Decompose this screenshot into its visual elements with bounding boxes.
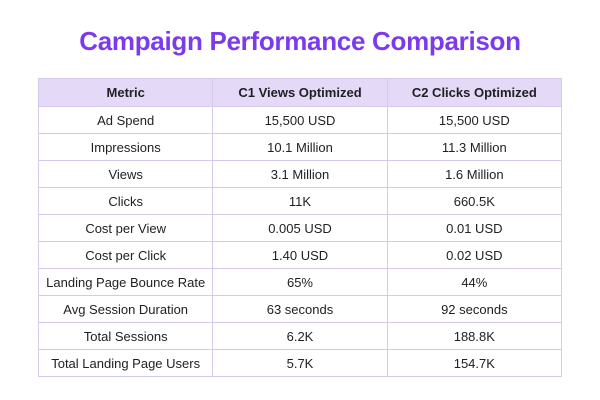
value-cell: 11K xyxy=(212,187,388,215)
value-cell: 5.7K xyxy=(212,349,388,377)
table-row: Cost per View 0.005 USD 0.01 USD xyxy=(37,214,563,242)
value-cell: 3.1 Million xyxy=(212,160,388,188)
table-row: Clicks 11K 660.5K xyxy=(37,187,563,215)
table-row: Cost per Click 1.40 USD 0.02 USD xyxy=(37,241,563,269)
value-cell: 15,500 USD xyxy=(386,106,563,134)
metric-cell: Clicks xyxy=(37,187,214,215)
value-cell: 92 seconds xyxy=(386,295,563,323)
value-cell: 660.5K xyxy=(386,187,563,215)
table-header: Metric C1 Views Optimized C2 Clicks Opti… xyxy=(37,78,563,107)
value-cell: 0.02 USD xyxy=(386,241,563,269)
value-cell: 6.2K xyxy=(212,322,388,350)
value-cell: 0.005 USD xyxy=(212,214,388,242)
metric-cell: Views xyxy=(37,160,214,188)
table-row: Total Sessions 6.2K 188.8K xyxy=(37,322,563,350)
metric-cell: Total Landing Page Users xyxy=(37,349,214,377)
value-cell: 11.3 Million xyxy=(386,133,563,161)
column-header-c1-views-optimized: C1 Views Optimized xyxy=(212,78,388,107)
value-cell: 63 seconds xyxy=(212,295,388,323)
metric-cell: Landing Page Bounce Rate xyxy=(37,268,214,296)
value-cell: 10.1 Million xyxy=(212,133,388,161)
table-row: Ad Spend 15,500 USD 15,500 USD xyxy=(37,106,563,134)
table-row: Avg Session Duration 63 seconds 92 seconds xyxy=(37,295,563,323)
metric-cell: Cost per Click xyxy=(37,241,214,269)
page-title: Campaign Performance Comparison xyxy=(79,26,521,56)
value-cell: 65% xyxy=(212,268,388,296)
metric-cell: Total Sessions xyxy=(37,322,214,350)
metric-cell: Ad Spend xyxy=(37,106,214,134)
value-cell: 15,500 USD xyxy=(212,106,388,134)
value-cell: 154.7K xyxy=(386,349,563,377)
metric-cell: Impressions xyxy=(37,133,214,161)
value-cell: 0.01 USD xyxy=(386,214,563,242)
table-row: Impressions 10.1 Million 11.3 Million xyxy=(37,133,563,161)
table-header-row: Metric C1 Views Optimized C2 Clicks Opti… xyxy=(37,78,563,107)
table-row: Landing Page Bounce Rate 65% 44% xyxy=(37,268,563,296)
value-cell: 1.40 USD xyxy=(212,241,388,269)
metric-cell: Avg Session Duration xyxy=(37,295,214,323)
value-cell: 188.8K xyxy=(386,322,563,350)
column-header-c2-clicks-optimized: C2 Clicks Optimized xyxy=(386,78,563,107)
value-cell: 44% xyxy=(386,268,563,296)
table-row: Views 3.1 Million 1.6 Million xyxy=(37,160,563,188)
campaign-comparison-table: Metric C1 Views Optimized C2 Clicks Opti… xyxy=(37,78,563,377)
metric-cell: Cost per View xyxy=(37,214,214,242)
value-cell: 1.6 Million xyxy=(386,160,563,188)
column-header-metric: Metric xyxy=(37,78,214,107)
table-row: Total Landing Page Users 5.7K 154.7K xyxy=(37,349,563,377)
table-body: Ad Spend 15,500 USD 15,500 USD Impressions 1… xyxy=(37,106,563,377)
